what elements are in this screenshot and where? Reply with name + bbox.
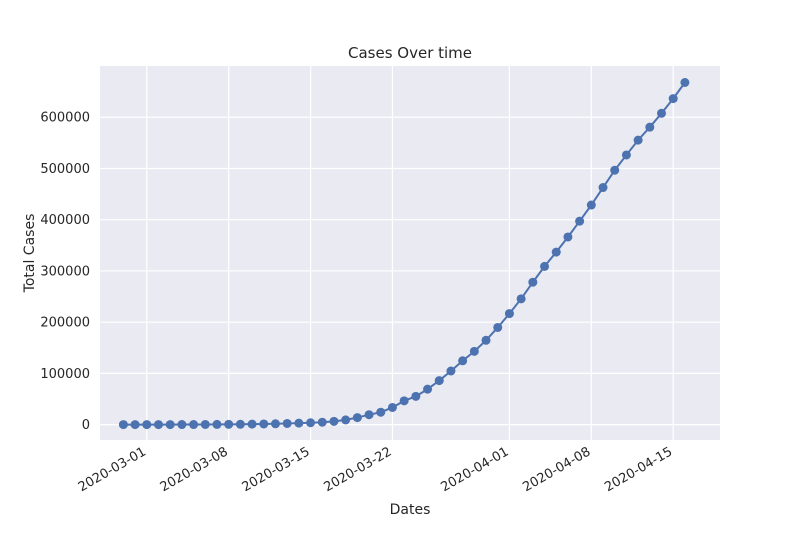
data-point <box>469 346 479 356</box>
data-point <box>399 396 409 406</box>
data-point <box>364 410 374 420</box>
data-point <box>411 391 421 401</box>
data-point <box>493 322 503 332</box>
data-point <box>504 309 514 319</box>
data-point <box>118 420 128 430</box>
data-point <box>294 418 304 428</box>
x-tick-labels: 2020-03-01 2020-03-08 2020-03-15 2020-03-22… <box>76 444 675 495</box>
data-point <box>621 150 631 160</box>
x-tick-label: 2020-04-01 <box>438 444 511 495</box>
x-tick-label: 2020-03-01 <box>76 444 149 495</box>
data-point <box>586 200 596 210</box>
data-point <box>598 183 608 193</box>
data-point <box>282 418 292 428</box>
data-point <box>387 402 397 412</box>
data-point <box>200 419 210 429</box>
x-axis-label: Dates <box>390 502 431 518</box>
x-tick-label: 2020-04-15 <box>602 444 675 495</box>
data-point <box>434 376 444 386</box>
x-tick-label: 2020-03-08 <box>158 444 231 495</box>
data-point <box>376 407 386 417</box>
chart-title: Cases Over time <box>348 44 472 62</box>
data-point <box>165 420 175 430</box>
series-group <box>118 77 690 430</box>
data-point <box>153 420 163 430</box>
data-point <box>610 165 620 175</box>
data-point <box>317 417 327 427</box>
data-point <box>540 261 550 271</box>
y-axis-label: Total Cases <box>22 214 38 294</box>
data-point <box>224 419 234 429</box>
data-point <box>575 216 585 226</box>
data-point <box>329 416 339 426</box>
y-tick-label: 300000 <box>40 264 90 279</box>
y-tick-label: 600000 <box>40 111 90 126</box>
y-tick-label: 100000 <box>40 367 90 382</box>
data-point <box>680 77 690 87</box>
data-point <box>458 356 468 366</box>
data-point <box>177 420 187 430</box>
data-point <box>481 335 491 345</box>
x-tick-label: 2020-04-08 <box>520 444 593 495</box>
y-tick-label: 500000 <box>40 162 90 177</box>
data-point <box>189 420 199 430</box>
y-tick-label: 0 <box>82 418 90 433</box>
data-point <box>645 122 655 132</box>
y-tick-label: 400000 <box>40 213 90 228</box>
data-point <box>352 413 362 423</box>
data-point <box>423 384 433 394</box>
data-point <box>516 294 526 304</box>
y-tick-labels: 0 100000 200000 300000 400000 500000 600000 <box>40 111 90 433</box>
data-point <box>551 247 561 257</box>
data-point <box>142 420 152 430</box>
data-point <box>446 366 456 376</box>
data-point <box>633 135 643 145</box>
y-tick-label: 200000 <box>40 316 90 331</box>
data-point <box>259 419 269 429</box>
data-point <box>563 232 573 242</box>
data-point <box>341 415 351 425</box>
data-point <box>668 94 678 104</box>
data-point <box>212 419 222 429</box>
x-tick-label: 2020-03-15 <box>240 444 313 495</box>
data-point <box>528 277 538 287</box>
data-point <box>657 108 667 118</box>
data-point <box>306 418 316 428</box>
data-point <box>270 419 280 429</box>
x-tick-label: 2020-03-22 <box>322 444 395 495</box>
plot-background <box>100 66 720 440</box>
data-point <box>247 419 257 429</box>
data-point <box>130 420 140 430</box>
data-point <box>235 419 245 429</box>
